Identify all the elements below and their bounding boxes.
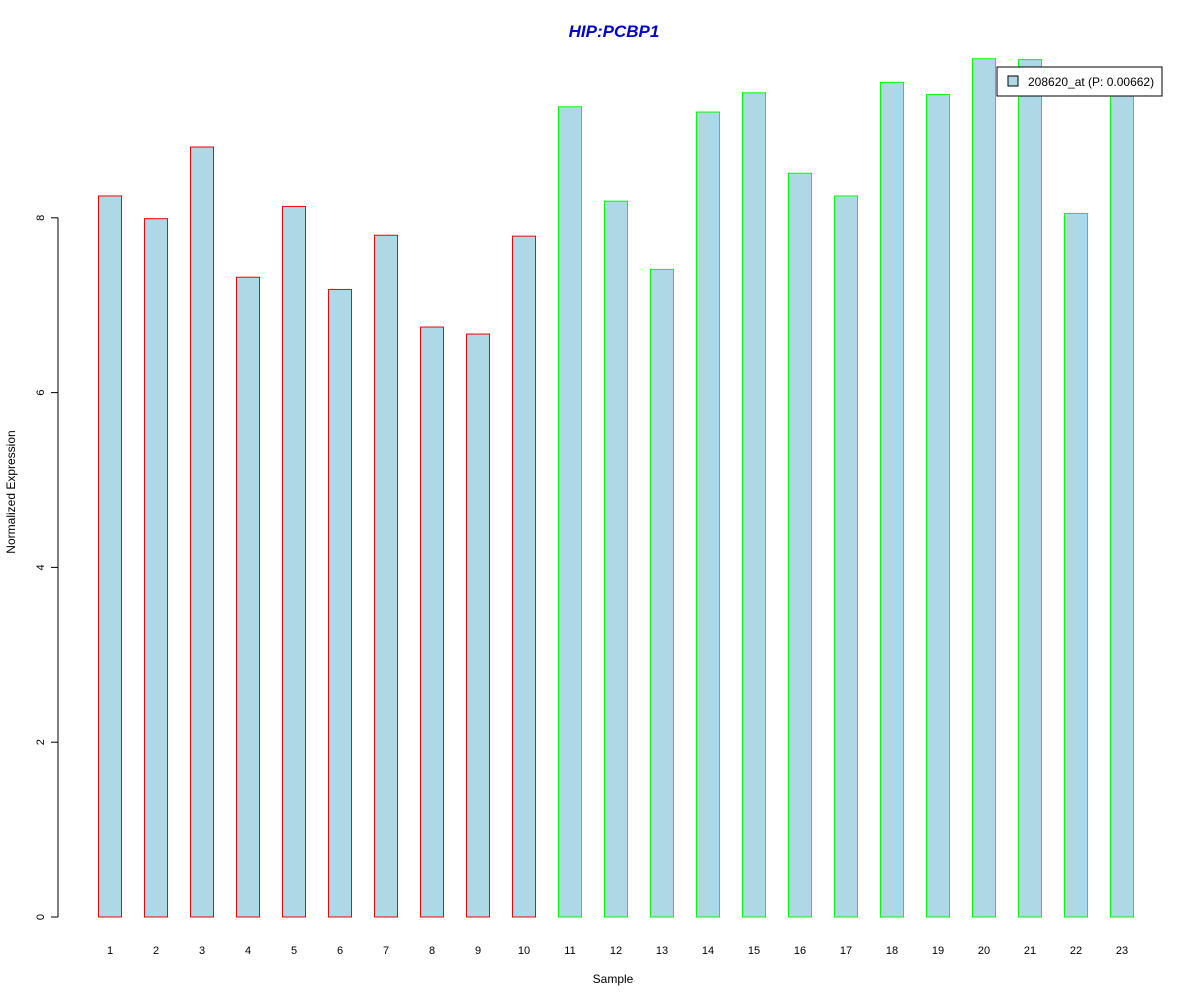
legend-swatch [1007,75,1019,87]
bar-sample-9 [466,333,490,918]
x-tick-label: 7 [383,945,389,957]
y-tick-label: 6 [35,390,47,396]
bars [98,58,1134,918]
bar-sample-10 [512,235,536,918]
bar-sample-15 [742,92,766,918]
bar-sample-5 [282,205,306,918]
x-tick-label: 17 [840,945,852,957]
x-tick-label: 15 [748,945,760,957]
bar-sample-1 [98,195,122,918]
x-tick-label: 12 [610,945,622,957]
x-tick-label: 1 [107,945,113,957]
x-tick-label: 5 [291,945,297,957]
bar-sample-11 [558,106,582,918]
x-tick-label: 2 [153,945,159,957]
x-tick-label: 8 [429,945,435,957]
y-tick-label: 8 [35,215,47,221]
x-tick-label: 18 [886,945,898,957]
x-tick-label: 23 [1116,945,1128,957]
y-tick-label: 4 [35,564,47,570]
y-axis-label: Normalized Expression [4,430,18,553]
bar-sample-18 [880,81,904,918]
x-tick-label: 9 [475,945,481,957]
bar-sample-20 [972,58,996,918]
x-tick-labels: 1 2 3 4 5 6 7 8 9 10 11 12 13 14 15 16 17 18 19 20 21 22 23 [107,945,1128,957]
x-tick-label: 21 [1024,945,1036,957]
x-tick-label: 20 [978,945,990,957]
bar-sample-13 [650,268,674,918]
x-tick-label: 16 [794,945,806,957]
x-axis-label: Sample [593,972,634,986]
x-tick-label: 11 [564,945,575,957]
x-tick-label: 22 [1070,945,1082,957]
x-tick-label: 10 [518,945,530,957]
bar-sample-4 [236,276,260,918]
bar-sample-17 [834,195,858,918]
y-tick-label: 0 [35,914,47,920]
bar-sample-22 [1064,212,1088,918]
x-tick-label: 6 [337,945,343,957]
bar-sample-7 [374,234,398,918]
x-tick-label: 14 [702,945,714,957]
y-tick-label: 2 [35,739,47,745]
bar-sample-16 [788,172,812,918]
y-axis: 0 2 4 6 8 [35,215,59,920]
x-tick-label: 13 [656,945,668,957]
x-tick-label: 3 [199,945,205,957]
bar-sample-14 [696,111,720,918]
bar-sample-21 [1018,59,1042,918]
bar-sample-3 [190,146,214,918]
legend-box [996,66,1163,97]
x-tick-label: 19 [932,945,944,957]
bar-sample-19 [926,94,950,918]
chart-title: HIP:PCBP1 [569,22,660,41]
bar-sample-2 [144,218,168,918]
x-tick-label: 4 [245,945,251,957]
bar-sample-12 [604,200,628,918]
bar-sample-23 [1110,86,1134,918]
legend: 208620_at (P: 0.00662) [996,66,1163,97]
bar-sample-6 [328,288,352,918]
legend-label: 208620_at (P: 0.00662) [1028,75,1154,89]
bar-sample-8 [420,326,444,918]
